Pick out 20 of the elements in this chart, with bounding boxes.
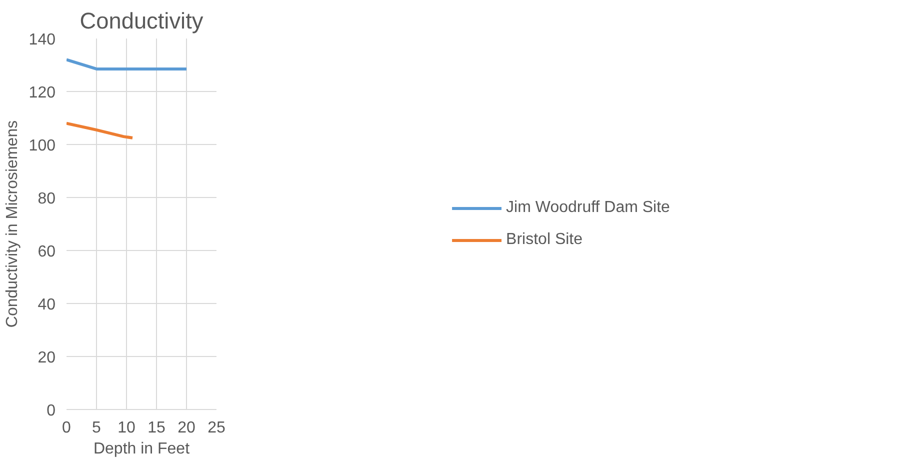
y-axis-title: Conductivity in Microsiemens <box>4 120 21 328</box>
y-tick-label: 60 <box>38 244 56 260</box>
x-tick-label: 5 <box>92 420 102 436</box>
y-tick-label: 100 <box>28 138 56 154</box>
x-tick-label: 10 <box>118 420 136 436</box>
x-axis-title: Depth in Feet <box>93 440 190 458</box>
legend-label: Bristol Site <box>506 230 583 248</box>
y-tick-label: 120 <box>28 84 56 102</box>
x-tick-label: 20 <box>178 420 196 436</box>
y-tick-label: 140 <box>28 32 56 48</box>
line-series <box>66 122 134 140</box>
x-tick-label: 15 <box>148 420 166 436</box>
x-tick-label: 25 <box>208 420 226 436</box>
y-tick-label: 0 <box>46 402 56 420</box>
legend-label: Jim Woodruff Dam Site <box>506 198 670 216</box>
y-tick-label: 40 <box>38 296 56 314</box>
x-tick-label: 0 <box>62 420 72 436</box>
y-tick-label: 20 <box>38 350 56 366</box>
chart-title: Conductivity <box>80 8 204 34</box>
y-tick-label: 80 <box>38 190 56 208</box>
